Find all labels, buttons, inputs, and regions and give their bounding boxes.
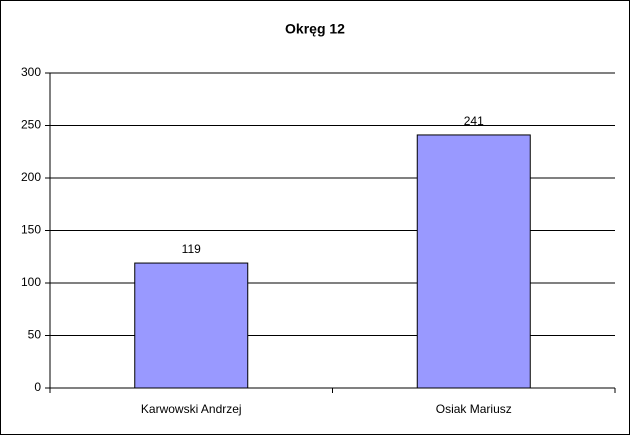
chart-title: Okręg 12 — [285, 21, 345, 37]
data-label: 119 — [182, 242, 201, 256]
y-tick-label: 50 — [28, 328, 42, 342]
bar — [416, 134, 531, 389]
y-tick-label: 0 — [34, 380, 41, 394]
bar — [134, 262, 249, 389]
x-tick-label: Osiak Mariusz — [436, 402, 512, 416]
y-tick-label: 300 — [21, 65, 41, 79]
x-tick-label: Karwowski Andrzej — [141, 402, 242, 416]
y-tick-label: 250 — [21, 118, 41, 132]
y-tick-label: 200 — [21, 170, 41, 184]
y-tick-label: 100 — [21, 275, 41, 289]
y-tick-label: 150 — [21, 223, 41, 237]
data-label: 241 — [464, 114, 484, 128]
